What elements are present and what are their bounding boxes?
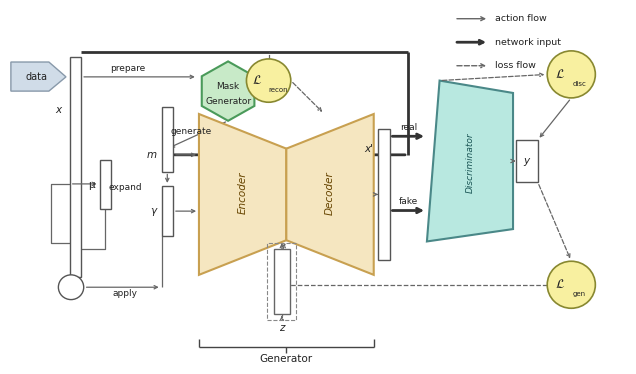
Text: Generator: Generator <box>259 354 313 364</box>
Text: loss flow: loss flow <box>495 61 536 70</box>
Bar <box>516 140 537 182</box>
Text: μ: μ <box>88 180 95 190</box>
Text: γ: γ <box>150 206 156 216</box>
Circle shape <box>547 261 595 308</box>
Text: apply: apply <box>113 289 137 298</box>
Polygon shape <box>11 62 66 91</box>
Text: gen: gen <box>572 291 586 297</box>
Text: recon: recon <box>268 87 288 93</box>
Polygon shape <box>199 114 286 275</box>
Text: disc: disc <box>572 80 586 87</box>
Circle shape <box>246 59 291 102</box>
Bar <box>162 186 173 236</box>
Text: prepare: prepare <box>111 64 146 73</box>
Text: $\mathcal{L}$: $\mathcal{L}$ <box>555 278 565 291</box>
Text: $\mathcal{L}$: $\mathcal{L}$ <box>252 74 262 87</box>
Text: Discriminator: Discriminator <box>466 132 474 193</box>
Text: real: real <box>400 123 417 132</box>
Text: y: y <box>523 156 530 166</box>
Text: Decoder: Decoder <box>325 171 335 215</box>
Text: Mask: Mask <box>216 82 240 91</box>
Bar <box>267 243 296 320</box>
Bar <box>70 57 81 277</box>
Text: data: data <box>25 72 47 82</box>
Text: x': x' <box>364 144 374 154</box>
Text: network input: network input <box>495 38 562 47</box>
Polygon shape <box>202 61 254 121</box>
Bar <box>100 160 111 209</box>
Bar <box>273 249 289 314</box>
Text: generate: generate <box>170 127 212 136</box>
Polygon shape <box>427 80 513 242</box>
Text: Generator: Generator <box>205 97 251 106</box>
Circle shape <box>59 275 84 300</box>
Text: fake: fake <box>399 197 418 206</box>
Polygon shape <box>286 114 374 275</box>
Text: expand: expand <box>108 183 142 191</box>
Circle shape <box>547 51 595 98</box>
Text: $\mathcal{L}$: $\mathcal{L}$ <box>555 68 565 81</box>
Text: m: m <box>146 150 156 160</box>
Bar <box>162 107 173 172</box>
Text: z: z <box>279 323 285 333</box>
Text: Encoder: Encoder <box>238 172 247 214</box>
Text: x: x <box>55 105 62 115</box>
Text: action flow: action flow <box>495 14 547 23</box>
Bar <box>378 129 390 260</box>
